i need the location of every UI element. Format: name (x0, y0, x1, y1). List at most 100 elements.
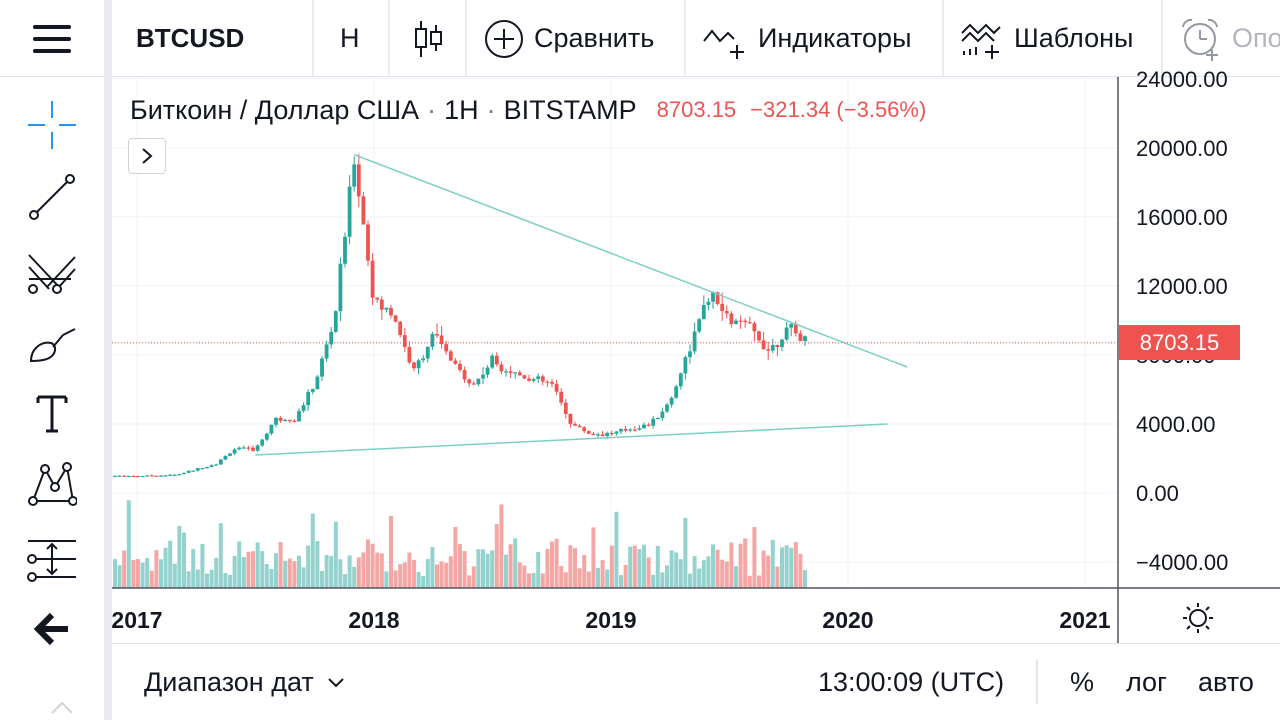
legend-expand-button[interactable] (128, 138, 166, 174)
candle-body (683, 357, 688, 374)
volume-bar (448, 556, 453, 588)
percent-scale-toggle[interactable]: % (1070, 667, 1095, 697)
chart-settings-button[interactable] (1170, 596, 1226, 640)
volume-bar (697, 568, 702, 588)
price-axis-label: 20000.00 (1136, 136, 1228, 161)
candle-body (678, 373, 683, 387)
volume-bar (131, 560, 136, 588)
text-tool[interactable] (22, 383, 82, 443)
candle-body (154, 475, 159, 477)
volume-bar (458, 544, 462, 588)
volume-bar (609, 545, 614, 588)
candle-body (688, 351, 692, 358)
candle-body (163, 475, 168, 477)
crosshair-tool[interactable] (22, 95, 82, 155)
toolbar-divider (388, 0, 390, 77)
interval-button[interactable]: H (340, 23, 360, 53)
candle-body (287, 419, 292, 422)
indicators-icon (703, 28, 744, 59)
volume-bar (720, 559, 725, 588)
brush-tool[interactable] (22, 315, 82, 375)
volume-bar (550, 541, 554, 588)
volume-bar (393, 570, 398, 588)
chart-type-button[interactable] (412, 0, 454, 77)
volume-bar (605, 569, 610, 588)
date-range-button[interactable]: Диапазон дат (144, 644, 346, 720)
volume-bar (149, 570, 154, 588)
volume-bar (540, 573, 545, 588)
pattern-icon (28, 462, 77, 506)
volume-bar (416, 572, 421, 588)
candles-icon (415, 20, 442, 57)
volume-bar (793, 542, 798, 588)
volume-bar (637, 549, 642, 588)
candle-body (563, 402, 568, 414)
compare-button[interactable]: Сравнить (484, 0, 654, 77)
volume-bar (255, 542, 260, 588)
indicators-button[interactable]: Индикаторы (702, 0, 911, 77)
candle-body (697, 319, 702, 332)
volume-bar (379, 553, 384, 588)
top-toolbar: BTCUSD H Сравнить (0, 0, 1280, 77)
candle-body (757, 331, 761, 341)
volume-bar (683, 517, 688, 588)
measure-tool[interactable] (22, 529, 82, 589)
volume-bar (527, 573, 531, 588)
clock-display[interactable]: 13:00:09 (UTC) (818, 667, 1005, 697)
volume-bar (660, 572, 665, 588)
candle-body (320, 358, 324, 377)
candle-body (793, 324, 798, 334)
trend-line-tool[interactable] (22, 167, 82, 227)
candle-body (218, 459, 223, 465)
chevron-up-icon[interactable] (48, 699, 76, 715)
candle-body (168, 474, 173, 476)
volume-bar (329, 555, 334, 588)
fib-tool[interactable] (22, 241, 82, 301)
volume-bar (573, 548, 577, 588)
volume-bar (237, 541, 242, 588)
indicators-label: Индикаторы (758, 23, 912, 53)
menu-button[interactable] (0, 0, 104, 77)
volume-bar (407, 552, 412, 588)
volume-bar (476, 549, 481, 588)
volume-bar (775, 566, 780, 588)
volume-bar (803, 570, 807, 588)
volume-bar (163, 547, 168, 588)
volume-bar (522, 565, 527, 588)
volume-bar (117, 565, 122, 588)
auto-scale-toggle[interactable]: авто (1198, 667, 1254, 697)
pattern-tool[interactable] (22, 455, 82, 515)
candle-body (398, 321, 403, 336)
legend-symbol-name: Биткоин / Доллар США (130, 94, 420, 125)
candle-body (301, 405, 306, 411)
candle-body (448, 351, 453, 361)
candle-body (186, 470, 191, 473)
alerts-button[interactable]: Опо (1180, 0, 1280, 77)
candle-body (347, 186, 352, 237)
candle-body (669, 397, 674, 405)
volume-bar (757, 575, 761, 588)
volume-bar (412, 560, 416, 588)
sun-settings-icon (1183, 603, 1213, 633)
candle-body (131, 475, 136, 478)
volume-bar (366, 539, 370, 588)
volume-bar (126, 500, 131, 588)
volume-bar (563, 572, 568, 588)
templates-button[interactable]: Шаблоны (960, 0, 1133, 77)
candle-body (324, 344, 329, 359)
volume-bar (761, 550, 766, 588)
candle-body (315, 376, 320, 390)
candle-body (269, 424, 274, 434)
candle-body (623, 429, 628, 431)
volume-bar (159, 559, 163, 588)
volume-bar (274, 553, 278, 588)
volume-bar (453, 526, 458, 588)
volume-bar (669, 550, 674, 588)
candle-body (393, 315, 398, 322)
log-scale-toggle[interactable]: лог (1126, 667, 1167, 697)
volume-bar (752, 527, 757, 588)
symbol-search-button[interactable]: BTCUSD (136, 23, 245, 53)
back-button[interactable] (22, 599, 82, 659)
volume-bar (619, 575, 623, 588)
candle-body (651, 418, 656, 426)
